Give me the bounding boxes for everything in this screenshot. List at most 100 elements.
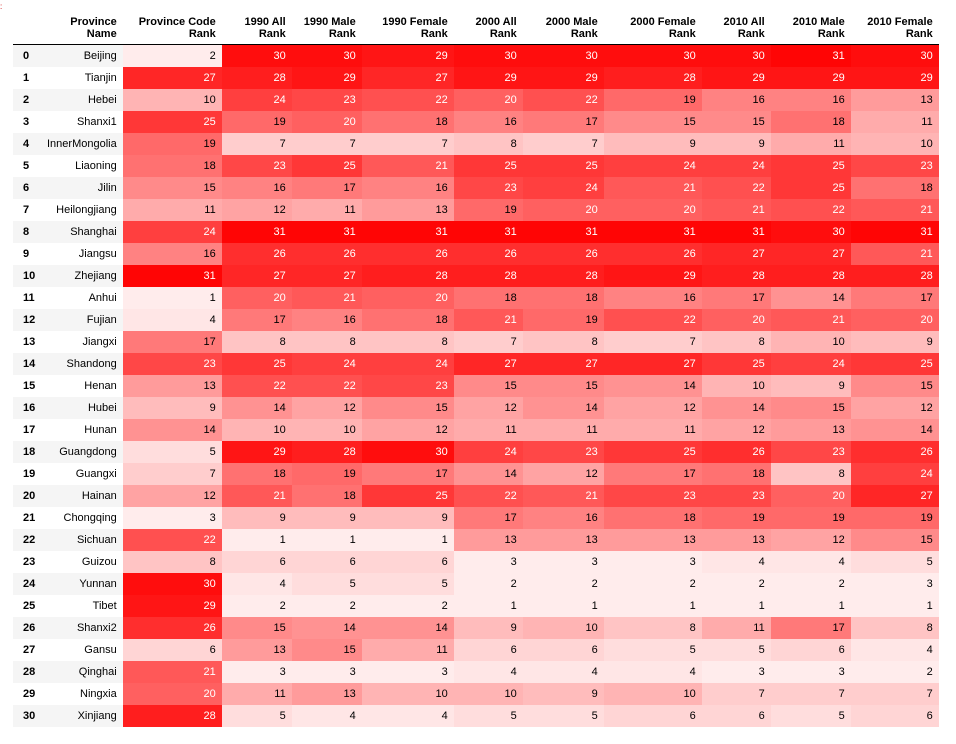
rank-cell: 22 — [522, 89, 604, 111]
rank-dataframe: Province Name Province Code Rank 1990 Al… — [13, 12, 939, 727]
rank-cell: 12 — [701, 419, 771, 441]
province-name-cell: Zhejiang — [43, 265, 123, 287]
rank-cell: 7 — [361, 133, 454, 155]
rank-cell: 24 — [850, 463, 939, 485]
rank-cell: 5 — [221, 705, 292, 727]
rank-cell: 25 — [701, 353, 771, 375]
rank-cell: 13 — [361, 199, 454, 221]
table-body: 0 Beijing 2 30 30 29 30 30 30 30 31 30 1 Tianjin 27 28 2… — [13, 44, 939, 727]
rank-cell: 27 — [122, 67, 222, 89]
header-2010-female-rank: 2010 Female Rank — [850, 12, 939, 45]
rank-cell: 12 — [361, 419, 454, 441]
rank-cell: 24 — [603, 155, 702, 177]
rank-cell: 2 — [603, 573, 702, 595]
rank-cell: 3 — [453, 551, 523, 573]
rank-cell: 21 — [770, 309, 851, 331]
table-row: 21 Chongqing 3 9 9 9 17 16 18 19 19 19 — [13, 507, 939, 529]
rank-cell: 29 — [603, 265, 702, 287]
rank-cell: 16 — [603, 287, 702, 309]
rank-cell: 14 — [770, 287, 851, 309]
rank-cell: 31 — [361, 221, 454, 243]
rank-cell: 18 — [603, 507, 702, 529]
rank-cell: 10 — [361, 683, 454, 705]
rank-cell: 15 — [850, 375, 939, 397]
rank-cell: 20 — [291, 111, 362, 133]
province-name-cell: Guizou — [43, 551, 123, 573]
rank-cell: 21 — [221, 485, 292, 507]
rank-cell: 4 — [770, 551, 851, 573]
rank-cell: 28 — [850, 265, 939, 287]
cell-marker-icon: : — [0, 3, 3, 11]
province-name-cell: Shanxi2 — [43, 617, 123, 639]
province-name-cell: Liaoning — [43, 155, 123, 177]
rank-cell: 27 — [850, 485, 939, 507]
rank-cell: 18 — [291, 485, 362, 507]
rank-cell: 17 — [291, 177, 362, 199]
rank-cell: 29 — [122, 595, 222, 617]
rank-cell: 5 — [850, 551, 939, 573]
rank-cell: 30 — [291, 44, 362, 67]
rank-cell: 21 — [361, 155, 454, 177]
rank-cell: 12 — [122, 485, 222, 507]
rank-cell: 16 — [701, 89, 771, 111]
rank-cell: 20 — [770, 485, 851, 507]
province-name-cell: Jiangsu — [43, 243, 123, 265]
rank-cell: 15 — [603, 111, 702, 133]
rank-cell: 30 — [603, 44, 702, 67]
rank-cell: 9 — [453, 617, 523, 639]
table-row: 12 Fujian 4 17 16 18 21 19 22 20 21 20 — [13, 309, 939, 331]
table-row: 11 Anhui 1 20 21 20 18 18 16 17 14 17 — [13, 287, 939, 309]
rank-cell: 31 — [221, 221, 292, 243]
rank-cell: 27 — [291, 265, 362, 287]
province-name-cell: Yunnan — [43, 573, 123, 595]
rank-cell: 28 — [770, 265, 851, 287]
rank-cell: 28 — [221, 67, 292, 89]
rank-cell: 5 — [522, 705, 604, 727]
rank-cell: 24 — [453, 441, 523, 463]
rank-cell: 2 — [361, 595, 454, 617]
rank-cell: 6 — [122, 639, 222, 661]
rank-cell: 8 — [221, 331, 292, 353]
rank-cell: 2 — [453, 573, 523, 595]
province-name-cell: Hubei — [43, 397, 123, 419]
rank-cell: 1 — [603, 595, 702, 617]
rank-cell: 21 — [603, 177, 702, 199]
rank-cell: 13 — [770, 419, 851, 441]
rank-cell: 18 — [850, 177, 939, 199]
rank-cell: 18 — [221, 463, 292, 485]
province-name-cell: Guangdong — [43, 441, 123, 463]
row-index: 1 — [13, 67, 43, 89]
rank-cell: 11 — [221, 683, 292, 705]
rank-cell: 26 — [221, 243, 292, 265]
province-name-cell: Hebei — [43, 89, 123, 111]
header-1990-female-rank: 1990 Female Rank — [361, 12, 454, 45]
rank-cell: 25 — [603, 441, 702, 463]
rank-cell: 28 — [291, 441, 362, 463]
rank-cell: 31 — [291, 221, 362, 243]
table-row: 17 Hunan 14 10 10 12 11 11 11 12 13 14 — [13, 419, 939, 441]
rank-cell: 17 — [701, 287, 771, 309]
rank-cell: 19 — [522, 309, 604, 331]
rank-cell: 30 — [701, 44, 771, 67]
rank-cell: 23 — [221, 155, 292, 177]
rank-cell: 8 — [291, 331, 362, 353]
rank-cell: 6 — [221, 551, 292, 573]
row-index: 20 — [13, 485, 43, 507]
rank-cell: 5 — [122, 441, 222, 463]
rank-cell: 16 — [361, 177, 454, 199]
rank-cell: 29 — [361, 44, 454, 67]
rank-cell: 10 — [850, 133, 939, 155]
rank-cell: 12 — [221, 199, 292, 221]
table-row: 20 Hainan 12 21 18 25 22 21 23 23 20 27 — [13, 485, 939, 507]
rank-cell: 5 — [603, 639, 702, 661]
rank-cell: 22 — [701, 177, 771, 199]
rank-cell: 3 — [291, 661, 362, 683]
rank-cell: 2 — [701, 573, 771, 595]
row-index: 28 — [13, 661, 43, 683]
rank-cell: 18 — [770, 111, 851, 133]
rank-cell: 9 — [122, 397, 222, 419]
table-row: 2 Hebei 10 24 23 22 20 22 19 16 16 13 — [13, 89, 939, 111]
rank-cell: 22 — [453, 485, 523, 507]
rank-cell: 22 — [122, 529, 222, 551]
row-index: 2 — [13, 89, 43, 111]
